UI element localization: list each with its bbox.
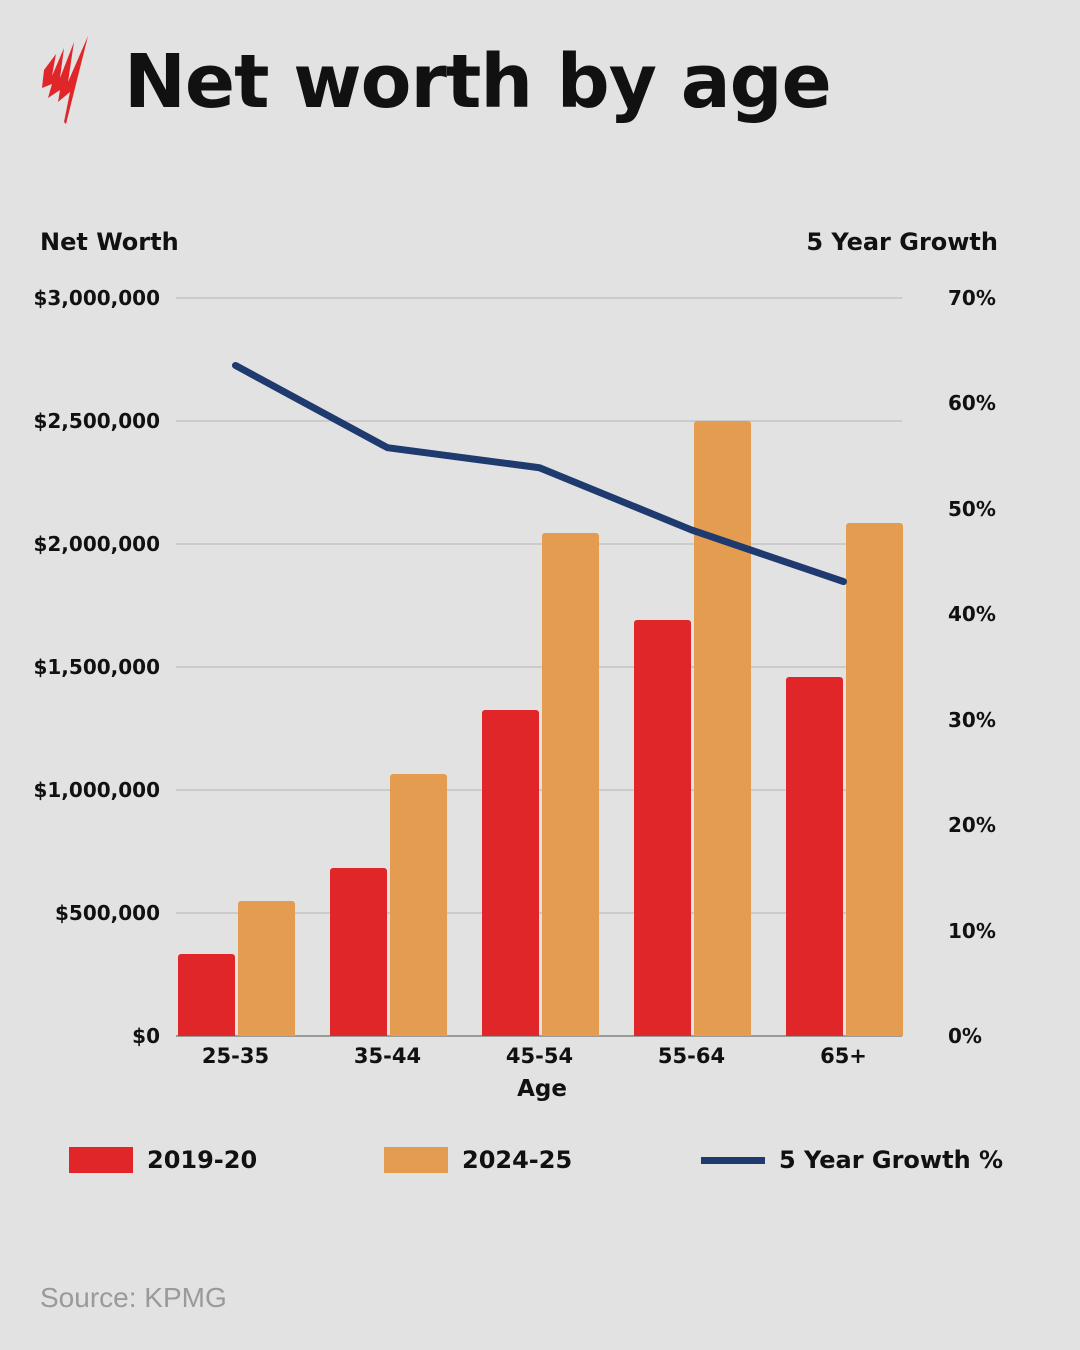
y-tick-left: $500,000 <box>54 901 160 925</box>
y-tick-right: 70% <box>948 286 996 310</box>
bar-2019-20-35-44 <box>330 867 387 1036</box>
bar-2019-20-45-54 <box>482 710 539 1036</box>
y-tick-right: 0% <box>948 1024 982 1048</box>
growth-line <box>232 361 847 586</box>
gridline <box>176 1035 902 1037</box>
source-note: Source: KPMG <box>40 1282 227 1313</box>
bar-2024-25-45-54 <box>542 532 599 1036</box>
bar-2024-25-25-35 <box>238 900 295 1036</box>
x-tick: 35-44 <box>353 1044 422 1068</box>
bar-2024-25-65+ <box>846 523 903 1036</box>
left-axis-title: Net Worth <box>40 228 179 256</box>
y-tick-right: 50% <box>948 496 996 521</box>
x-tick: 25-35 <box>201 1044 270 1068</box>
bar-2024-25-35-44 <box>390 774 447 1036</box>
gridline <box>176 666 902 668</box>
y-tick-left: $1,500,000 <box>33 655 160 679</box>
gridline <box>176 543 902 545</box>
legend-label: 2019-20 <box>147 1146 258 1174</box>
page-title: Net worth by age <box>124 39 832 125</box>
legend-label: 2024-25 <box>462 1146 573 1174</box>
x-axis-title: Age <box>517 1076 567 1102</box>
legend-line-swatch <box>701 1156 765 1164</box>
y-tick-left: $0 <box>132 1024 160 1048</box>
bar-2019-20-65+ <box>786 676 843 1036</box>
sbs-logo-icon <box>42 36 88 124</box>
legend-item-growth: 5 Year Growth % <box>701 1146 1003 1174</box>
gridline <box>176 789 902 791</box>
y-tick-left: $1,000,000 <box>33 778 160 802</box>
y-tick-right: 30% <box>948 707 996 732</box>
bar-2019-20-55-64 <box>634 620 691 1036</box>
x-tick: 55-64 <box>657 1044 726 1068</box>
gridline <box>176 297 902 299</box>
right-axis-title: 5 Year Growth <box>806 228 998 256</box>
x-tick: 65+ <box>820 1044 867 1068</box>
legend-label: 5 Year Growth % <box>779 1146 1004 1174</box>
header: Net worth by age <box>38 32 832 132</box>
y-tick-right: 60% <box>948 391 996 416</box>
y-tick-left: $2,000,000 <box>33 532 160 556</box>
y-tick-left: $3,000,000 <box>33 286 160 310</box>
legend-swatch-red <box>69 1147 133 1173</box>
gridline <box>176 420 902 422</box>
gridline <box>176 912 902 914</box>
y-tick-right: 40% <box>948 602 996 627</box>
y-tick-right: 10% <box>948 918 996 943</box>
y-tick-left: $2,500,000 <box>33 409 160 433</box>
legend-item-2024-25: 2024-25 <box>384 1146 572 1174</box>
x-tick: 45-54 <box>505 1044 574 1068</box>
bar-2019-20-25-35 <box>178 954 235 1036</box>
legend-swatch-orange <box>384 1147 448 1173</box>
y-tick-right: 20% <box>948 813 996 838</box>
legend-item-2019-20: 2019-20 <box>69 1146 257 1174</box>
bar-2024-25-55-64 <box>694 421 751 1036</box>
